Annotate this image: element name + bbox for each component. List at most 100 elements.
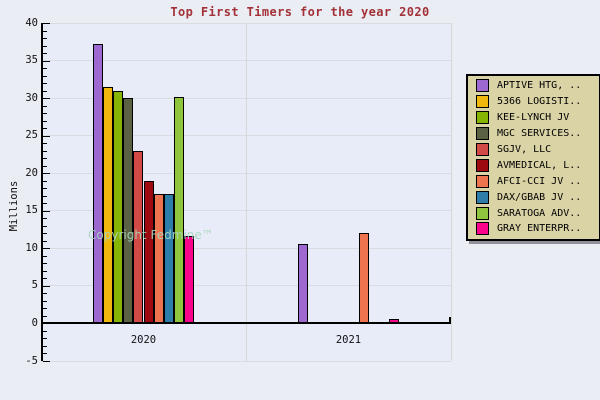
legend-label: DAX/GBAB JV .. <box>497 191 582 203</box>
bar <box>298 243 308 325</box>
y-major-tick <box>43 98 50 100</box>
y-minor-tick <box>43 68 47 70</box>
legend-item: KEE-LYNCH JV <box>476 110 599 126</box>
y-axis-title: Millions <box>8 180 20 232</box>
legend-item: SGJV, LLC <box>476 142 599 158</box>
y-minor-tick <box>43 308 47 310</box>
y-tick-label: 35 <box>25 54 38 67</box>
y-major-tick <box>43 248 50 250</box>
legend-item: 5366 LOGISTI.. <box>476 94 599 110</box>
y-tick-label: 15 <box>25 204 38 217</box>
bar <box>184 236 194 325</box>
y-minor-tick <box>43 90 47 92</box>
y-minor-tick <box>43 195 47 197</box>
bar <box>113 90 123 325</box>
legend-item: DAX/GBAB JV .. <box>476 189 599 205</box>
y-minor-tick <box>43 293 47 295</box>
bar <box>103 86 113 325</box>
legend-item: SARATOGA ADV.. <box>476 205 599 221</box>
legend-label: KEE-LYNCH JV <box>497 112 570 124</box>
y-major-tick <box>43 173 50 175</box>
y-minor-tick <box>43 143 47 145</box>
x-tick-label: 2021 <box>335 334 362 347</box>
bar <box>174 97 184 325</box>
bar <box>154 194 164 325</box>
y-minor-tick <box>43 338 47 340</box>
legend-swatch <box>476 95 489 109</box>
y-tick-label: 10 <box>25 241 38 254</box>
y-minor-tick <box>43 30 47 32</box>
x-axis-end-tick <box>449 317 451 324</box>
y-minor-tick <box>43 45 47 47</box>
y-minor-tick <box>43 330 47 332</box>
y-minor-tick <box>43 345 47 347</box>
legend-swatch <box>476 158 489 172</box>
y-minor-tick <box>43 150 47 152</box>
x-axis-line <box>41 322 451 325</box>
y-major-tick <box>43 361 50 362</box>
y-minor-tick <box>43 278 47 280</box>
y-minor-tick <box>43 353 47 355</box>
chart-title: Top First Timers for the year 2020 <box>170 5 430 19</box>
y-minor-tick <box>43 53 47 55</box>
legend-label: SARATOGA ADV.. <box>497 207 582 219</box>
legend-label: AFCI-CCI JV .. <box>497 175 582 187</box>
legend-label: GRAY ENTERPR.. <box>497 223 582 235</box>
y-minor-tick <box>43 83 47 85</box>
y-minor-tick <box>43 75 47 77</box>
legend-swatch <box>476 127 489 141</box>
y-major-tick <box>43 285 50 287</box>
y-minor-tick <box>43 225 47 227</box>
legend-item: GRAY ENTERPR.. <box>476 221 599 237</box>
legend-label: AVMEDICAL, L.. <box>497 159 582 171</box>
y-tick-label: 40 <box>25 16 38 29</box>
y-major-tick <box>43 210 50 212</box>
legend-label: SGJV, LLC <box>497 144 552 155</box>
bar <box>164 194 174 325</box>
y-tick-label: 30 <box>25 91 38 104</box>
y-major-tick <box>43 135 50 137</box>
category-separator-line <box>245 23 247 361</box>
y-minor-tick <box>43 218 47 220</box>
y-minor-tick <box>43 113 47 115</box>
y-minor-tick <box>43 105 47 107</box>
y-minor-tick <box>43 255 47 257</box>
legend-label: MGC SERVICES.. <box>497 128 582 140</box>
bar <box>144 181 154 325</box>
y-minor-tick <box>43 233 47 235</box>
y-tick-label: 25 <box>25 129 38 142</box>
y-minor-tick <box>43 263 47 265</box>
y-minor-tick <box>43 180 47 182</box>
y-tick-label: 20 <box>25 166 38 179</box>
legend-item: MGC SERVICES.. <box>476 126 599 142</box>
y-minor-tick <box>43 120 47 122</box>
y-minor-tick <box>43 158 47 160</box>
y-minor-tick <box>43 270 47 272</box>
watermark-text: Copyright Fedmine™ <box>88 228 214 242</box>
legend-swatch <box>476 206 489 220</box>
y-tick-label: 5 <box>31 279 38 292</box>
bar <box>359 233 369 325</box>
y-axis-line <box>41 23 43 361</box>
x-tick-label: 2020 <box>130 334 157 347</box>
plot-right-border <box>450 23 452 361</box>
y-minor-tick <box>43 300 47 302</box>
y-minor-tick <box>43 165 47 167</box>
y-minor-tick <box>43 203 47 205</box>
legend-item: AFCI-CCI JV .. <box>476 173 599 189</box>
y-minor-tick <box>43 128 47 130</box>
legend-swatch <box>476 190 489 204</box>
legend-item: AVMEDICAL, L.. <box>476 157 599 173</box>
y-major-tick <box>43 60 50 62</box>
y-tick-label: -5 <box>25 354 38 367</box>
plot-bottom-border <box>41 361 451 362</box>
legend-swatch <box>476 79 489 93</box>
y-minor-tick <box>43 240 47 242</box>
bar <box>123 98 133 325</box>
y-minor-tick <box>43 38 47 40</box>
y-minor-tick <box>43 315 47 317</box>
legend-swatch <box>476 111 489 125</box>
legend-item: APTIVE HTG, .. <box>476 78 599 94</box>
y-major-tick <box>43 23 50 24</box>
